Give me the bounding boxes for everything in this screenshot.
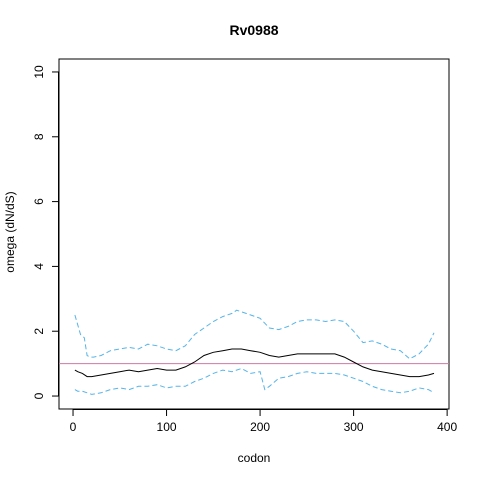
x-tick-label: 300 xyxy=(344,420,364,434)
plot-frame xyxy=(58,58,450,410)
series-line-upper xyxy=(74,309,435,360)
y-tick-label: 8 xyxy=(32,133,46,140)
x-tick-label: 100 xyxy=(157,420,177,434)
y-tick-label: 2 xyxy=(32,328,46,335)
x-axis-label: codon xyxy=(238,451,271,465)
series-line-lower xyxy=(74,367,435,395)
y-tick-label: 6 xyxy=(32,198,46,205)
x-tick-label: 200 xyxy=(250,420,270,434)
y-tick-label: 0 xyxy=(32,392,46,399)
plot-area: 0 100 200 300 400 0 2 4 6 8 10 xyxy=(32,58,457,434)
y-tick-label: 10 xyxy=(32,65,46,79)
series-line-estimate xyxy=(74,348,435,378)
x-tick-label: 0 xyxy=(70,420,77,434)
chart-title: Rv0988 xyxy=(229,22,278,38)
x-tick-label: 400 xyxy=(437,420,457,434)
y-tick-label: 4 xyxy=(32,263,46,270)
y-axis-label: omega (dN/dS) xyxy=(3,191,17,272)
